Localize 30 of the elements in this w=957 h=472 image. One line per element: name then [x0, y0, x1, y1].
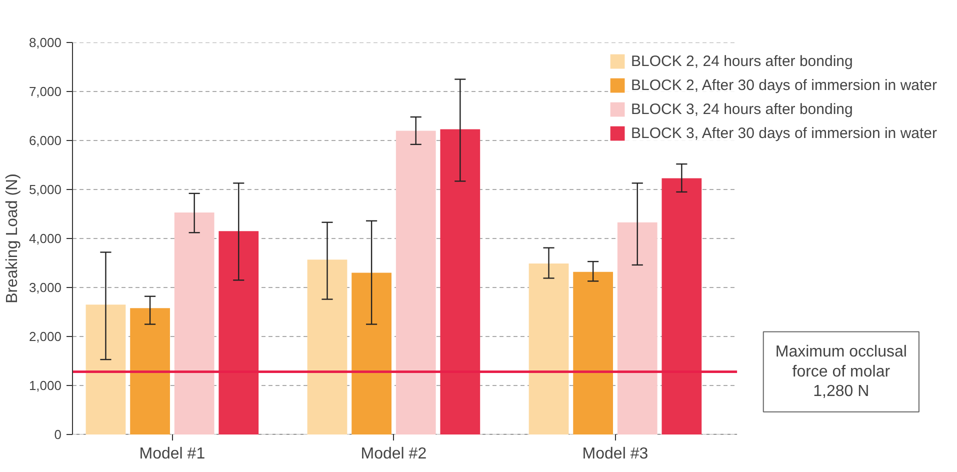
y-tick-label: 7,000 [28, 84, 62, 99]
x-tick-label: Model #2 [360, 446, 427, 462]
y-tick-label: 8,000 [28, 35, 62, 50]
legend-label: BLOCK 3, After 30 days of immersion in water [631, 124, 937, 142]
bar [174, 212, 214, 434]
bar [617, 222, 658, 434]
legend-label: BLOCK 2, After 30 days of immersion in water [631, 76, 937, 94]
legend-label: BLOCK 2, 24 hours after bonding [631, 52, 853, 70]
bar [573, 272, 614, 434]
y-tick-label: 2,000 [28, 329, 62, 344]
bar [86, 304, 126, 434]
bar [662, 178, 702, 434]
y-axis-title: Breaking Load (N) [4, 174, 21, 304]
bar [396, 130, 436, 434]
bar [352, 272, 392, 434]
ref-line-label: Maximum occlusal force of molar 1,280 N [775, 344, 907, 400]
y-tick-label: 1,000 [28, 378, 62, 393]
x-tick-label: Model #3 [582, 446, 648, 462]
y-tick-label: 6,000 [28, 133, 62, 148]
y-tick-label: 4,000 [28, 231, 62, 246]
y-tick-label: 0 [54, 427, 62, 442]
bar [130, 308, 170, 434]
y-tick-label: 3,000 [28, 280, 62, 295]
bar [218, 231, 259, 434]
bar [528, 263, 569, 434]
legend-label: BLOCK 3, 24 hours after bonding [631, 100, 853, 118]
y-tick-label: 5,000 [28, 182, 62, 197]
bar [307, 260, 348, 434]
bar [440, 129, 480, 434]
x-tick-label: Model #1 [139, 446, 206, 462]
